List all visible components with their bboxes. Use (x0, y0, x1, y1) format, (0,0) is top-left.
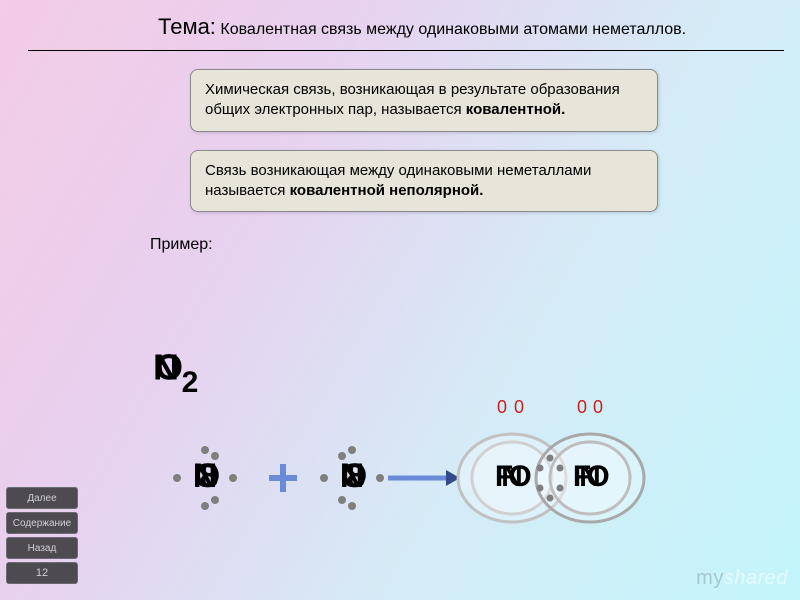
svg-text:0: 0 (514, 397, 524, 417)
svg-text:8: 8 (200, 457, 219, 495)
svg-text:0: 0 (497, 397, 507, 417)
divider (28, 50, 784, 51)
nav-panel: Далее Содержание Назад 12 (6, 487, 78, 584)
topic-heading: Тема: Ковалентная связь между одинаковым… (0, 0, 800, 46)
definition-2-bold: ковалентной неполярной. (290, 182, 484, 199)
watermark-my: my (696, 567, 724, 589)
topic-text: Ковалентная связь между одинаковыми атом… (220, 21, 686, 38)
back-button[interactable]: Назад (6, 537, 78, 559)
toc-button[interactable]: Содержание (6, 512, 78, 534)
example-label: Пример: (150, 236, 800, 254)
definition-box-2: Связь возникающая между одинаковыми неме… (190, 150, 658, 213)
svg-text:8: 8 (347, 457, 366, 495)
svg-text:O: O (508, 460, 531, 493)
watermark-shared: shared (724, 567, 788, 589)
svg-text:O: O (155, 347, 183, 388)
topic-label: Тема: (158, 14, 216, 39)
watermark: myshared (696, 567, 788, 590)
definition-box-1: Химическая связь, возникающая в результа… (190, 69, 658, 132)
page-number: 12 (6, 562, 78, 584)
definition-1-bold: ковалентной. (466, 101, 566, 118)
next-button[interactable]: Далее (6, 487, 78, 509)
bond-diagram: NO2NO8NO8FNOFNO0000 (0, 330, 800, 570)
svg-text:0: 0 (593, 397, 603, 417)
svg-text:2: 2 (182, 366, 199, 399)
svg-text:O: O (586, 460, 609, 493)
svg-text:0: 0 (577, 397, 587, 417)
